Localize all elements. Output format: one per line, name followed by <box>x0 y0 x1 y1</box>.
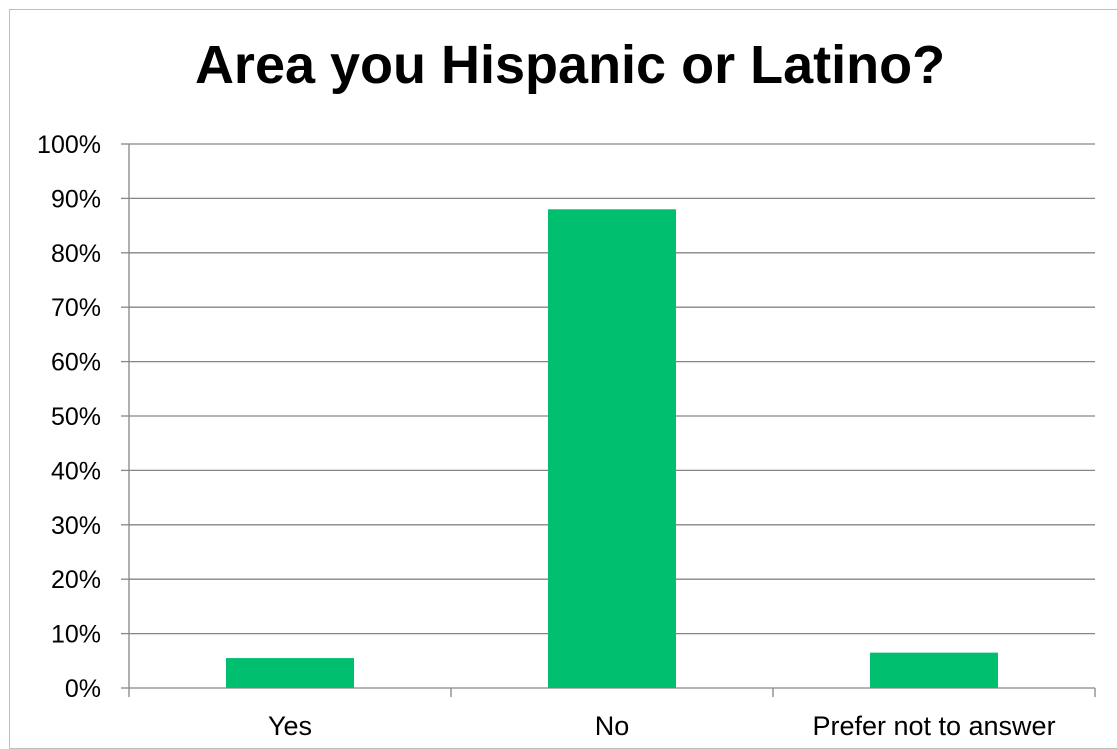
y-tick-label: 50% <box>51 403 101 431</box>
y-tick-label: 20% <box>51 566 101 594</box>
y-tick-label: 0% <box>65 675 101 703</box>
y-tick-label: 100% <box>37 131 101 159</box>
bar-prefer-not-to-answer <box>870 652 998 688</box>
y-tick-label: 40% <box>51 457 101 485</box>
chart-title: Area you Hispanic or Latino? <box>194 35 946 95</box>
y-tick-label: 70% <box>51 294 101 322</box>
x-category-label: Yes <box>268 711 312 738</box>
y-tick-label: 80% <box>51 240 101 268</box>
x-category-label: Prefer not to answer <box>812 711 1055 738</box>
y-tick-label: 90% <box>51 185 101 213</box>
y-tick-label: 30% <box>51 512 101 540</box>
bar-yes <box>226 658 354 688</box>
y-tick-label: 60% <box>51 349 101 377</box>
bar-no <box>548 209 676 688</box>
x-category-label: No <box>595 711 630 738</box>
y-tick-label: 10% <box>51 621 101 649</box>
